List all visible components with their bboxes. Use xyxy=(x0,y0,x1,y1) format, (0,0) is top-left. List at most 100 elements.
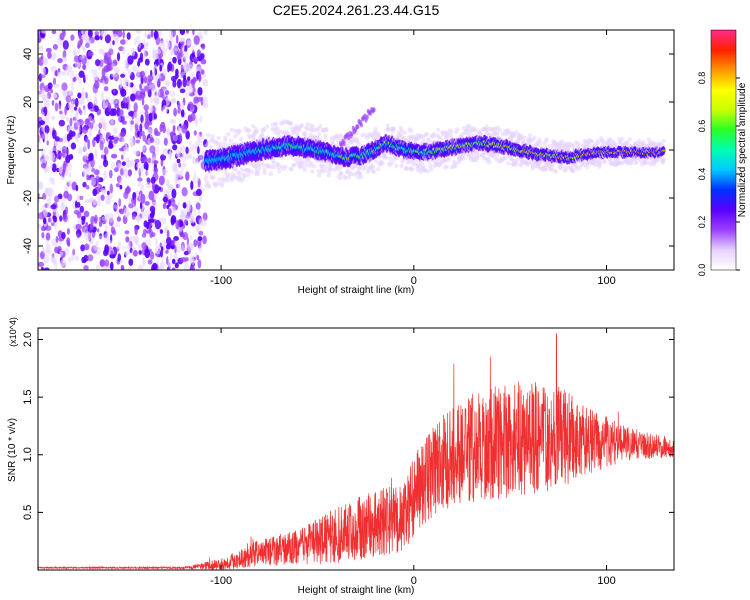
spectrogram-noise-cell xyxy=(103,86,109,92)
spectrogram-halo-cell xyxy=(394,163,399,169)
spectrogram-noise-cell xyxy=(181,124,188,134)
spectrogram-noise-cell xyxy=(199,53,205,60)
spectrogram-noise-cell xyxy=(142,256,146,267)
spectrogram-noise-cell xyxy=(171,75,177,82)
spectrogram-noise-cell xyxy=(190,180,194,190)
spectrogram-noise-cell xyxy=(195,224,201,233)
spectrogram-halo-cell xyxy=(277,169,282,174)
spectrogram-halo-cell xyxy=(506,161,511,166)
spectrogram-noise-cell xyxy=(149,205,156,213)
spectrogram-y-tick-label: 40 xyxy=(22,48,34,60)
spectrogram-noise-cell xyxy=(76,232,80,239)
spectrogram-halo-cell xyxy=(363,165,368,170)
spectrogram-noise-cell xyxy=(153,167,159,174)
spectrogram-noise-cell xyxy=(123,59,129,69)
spectrogram-noise-cell xyxy=(198,115,203,123)
spectrogram-halo-cell xyxy=(404,166,410,171)
spectrogram-halo-cell xyxy=(625,140,630,145)
spectrogram-noise-cell xyxy=(179,88,186,94)
spectrogram-noise-cell xyxy=(103,56,110,64)
spectrogram-halo-cell xyxy=(265,124,270,129)
spectrogram-noise-cell xyxy=(153,127,159,136)
spectrogram-noise-cell xyxy=(189,235,193,241)
spectrogram-noise-cell xyxy=(157,78,161,88)
spectrogram-halo-cell xyxy=(585,164,590,170)
spectrogram-noise-cell xyxy=(107,190,110,196)
spectrogram-noise-cell xyxy=(81,35,86,40)
spectrogram-noise-cell xyxy=(121,161,126,167)
spectrogram-noise-cell xyxy=(186,80,191,87)
snr-series-line xyxy=(38,333,674,570)
spectrogram-halo-cell xyxy=(297,155,302,160)
spectrogram-noise-cell xyxy=(94,214,98,224)
spectrogram-spur-cell xyxy=(359,122,363,128)
spectrogram-noise-cell xyxy=(93,80,100,89)
spectrogram-noise-cell xyxy=(95,264,100,270)
spectrogram-halo-cell xyxy=(538,140,543,145)
spectrogram-noise-cell xyxy=(177,101,181,109)
spectrogram-noise-cell xyxy=(148,112,153,123)
spectrogram-noise-cell xyxy=(97,194,101,200)
spectrogram-noise-cell xyxy=(173,107,178,117)
spectrogram-noise-cell xyxy=(165,249,169,254)
spectrogram-noise-cell xyxy=(41,204,45,211)
spectrogram-noise-cell xyxy=(169,131,175,137)
spectrogram-noise-cell xyxy=(131,213,136,220)
spectrogram-halo-cell xyxy=(385,123,390,128)
spectrogram-halo-cell xyxy=(661,157,666,163)
spectrogram-noise-cell xyxy=(65,65,73,73)
spectrogram-noise-cell xyxy=(178,125,182,136)
spectrogram-noise-cell xyxy=(141,210,145,219)
spectrogram-noise-cell xyxy=(75,111,79,120)
spectrogram-halo-cell xyxy=(571,168,576,173)
spectrogram-noise-cell xyxy=(176,78,182,89)
spectrogram-noise-cell xyxy=(192,176,197,184)
spectrogram-noise-cell xyxy=(44,167,48,174)
spectrogram-halo-cell xyxy=(469,133,475,138)
spectrogram-noise-cell xyxy=(170,119,176,124)
spectrogram-halo-cell xyxy=(317,173,322,178)
spectrogram-halo-cell xyxy=(291,162,297,168)
spectrogram-noise-cell xyxy=(65,206,68,215)
spectrogram-noise-cell xyxy=(202,235,207,245)
spectrogram-halo-cell xyxy=(249,169,254,174)
spectrogram-halo-cell xyxy=(304,163,310,168)
spectrogram-noise-cell xyxy=(118,198,122,208)
spectrogram-noise-cell xyxy=(57,58,63,64)
spectrogram-spur-cell xyxy=(342,140,346,146)
spectrogram-noise-cell xyxy=(51,222,55,227)
spectrogram-noise-cell xyxy=(168,151,172,159)
spectrogram-noise-cell xyxy=(102,159,109,168)
spectrogram-noise-cell xyxy=(133,102,138,112)
spectrogram-halo-cell xyxy=(271,158,276,164)
spectrogram-noise-cell xyxy=(130,159,134,168)
spectrogram-noise-cell xyxy=(115,206,119,214)
spectrogram-halo-cell xyxy=(207,170,213,175)
spectrogram-noise-cell xyxy=(101,216,106,222)
spectrogram-noise-cell xyxy=(176,246,182,253)
colorbar-tick-label: 0.4 xyxy=(697,168,707,181)
spectrogram-noise-cell xyxy=(84,231,91,242)
spectrogram-noise-cell xyxy=(183,250,189,256)
spectrogram-noise-cell xyxy=(154,219,162,230)
spectrogram-noise-cell xyxy=(197,146,200,155)
spectrogram-noise-cell xyxy=(64,184,69,192)
spectrogram-noise-cell xyxy=(181,187,188,197)
spectrogram-noise-cell xyxy=(100,154,105,159)
spectrogram-noise-cell xyxy=(144,201,150,206)
spectrogram-noise-cell xyxy=(128,258,134,266)
spectrogram-noise-cell xyxy=(61,232,66,240)
spectrogram-noise-cell xyxy=(123,191,129,199)
spectrogram-halo-cell xyxy=(461,156,466,161)
spectrogram-noise-cell xyxy=(122,30,125,39)
spectrogram-halo-cell xyxy=(427,159,432,164)
spectrogram-noise-cell xyxy=(69,90,72,95)
spectrogram-noise-cell xyxy=(130,122,133,132)
spectrogram-noise-cell xyxy=(166,236,172,246)
spectrogram-noise-cell xyxy=(180,109,185,118)
spectrogram-noise-cell xyxy=(101,51,106,56)
spectrogram-noise-cell xyxy=(183,219,188,225)
spectrogram-halo-cell xyxy=(277,133,282,138)
spectrogram-noise-cell xyxy=(102,121,108,131)
spectrogram-noise-cell xyxy=(192,155,195,165)
